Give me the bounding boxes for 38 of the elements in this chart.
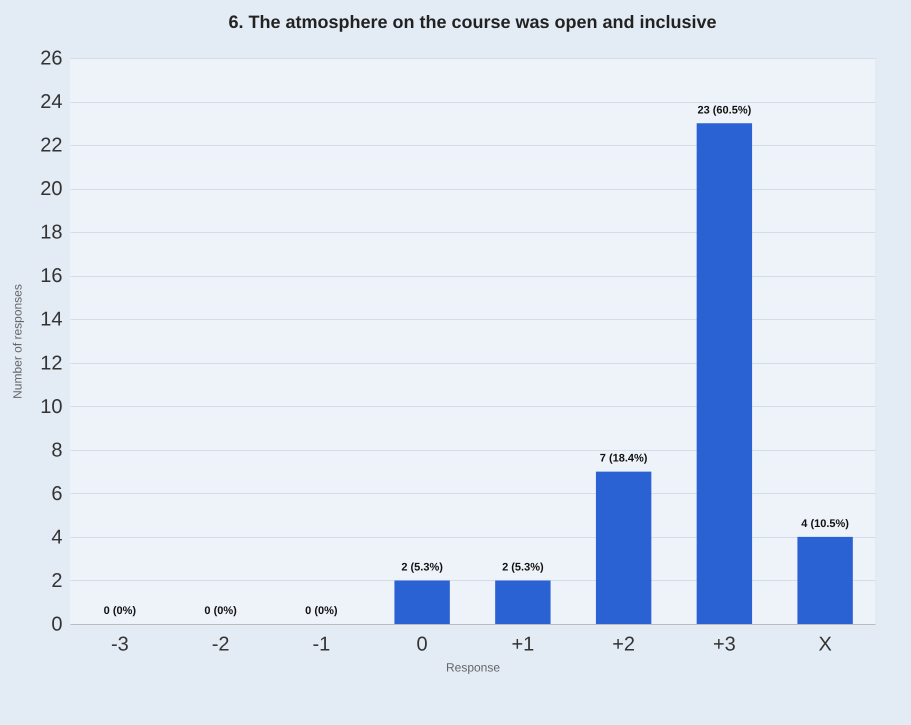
data-label: 2 (5.3%) bbox=[401, 561, 444, 574]
y-tick-label: 4 bbox=[51, 526, 62, 548]
y-tick-label: 10 bbox=[40, 396, 62, 418]
y-tick-label: 12 bbox=[40, 352, 62, 374]
data-label: 0 (0%) bbox=[104, 605, 136, 617]
y-tick-label: 20 bbox=[40, 178, 62, 200]
y-tick-label: 18 bbox=[40, 222, 62, 244]
y-tick-label: 14 bbox=[40, 308, 62, 331]
y-tick-label: 16 bbox=[40, 265, 62, 288]
bar bbox=[495, 580, 551, 624]
x-tick-label: +3 bbox=[712, 634, 736, 656]
y-tick-label: 2 bbox=[51, 570, 62, 592]
y-tick-label: 22 bbox=[40, 134, 62, 157]
x-tick-label: -1 bbox=[312, 634, 330, 656]
chart-title: 6. The atmosphere on the course was open and inclusive bbox=[228, 12, 717, 32]
x-tick-label: +1 bbox=[511, 634, 534, 656]
data-label: 0 (0%) bbox=[305, 605, 338, 617]
data-label: 7 (18.4%) bbox=[600, 452, 648, 465]
x-tick-label: +2 bbox=[612, 634, 636, 656]
x-tick-label: -3 bbox=[110, 634, 129, 656]
x-tick-label: X bbox=[818, 634, 832, 656]
y-axis-title: Number of responses bbox=[10, 284, 24, 399]
x-axis-title: Response bbox=[446, 660, 500, 674]
data-label: 2 (5.3%) bbox=[502, 561, 544, 574]
bar bbox=[797, 536, 853, 624]
y-tick-label: 24 bbox=[40, 91, 62, 114]
x-tick-label: -2 bbox=[212, 634, 230, 656]
data-label: 0 (0%) bbox=[204, 605, 238, 617]
y-tick-label: 8 bbox=[51, 439, 62, 462]
data-label: 23 (60.5%) bbox=[697, 104, 752, 116]
x-tick-label: 0 bbox=[416, 634, 428, 656]
data-label: 4 (10.5%) bbox=[801, 518, 850, 530]
bar bbox=[394, 580, 450, 624]
bar bbox=[596, 472, 652, 624]
y-tick-label: 6 bbox=[51, 482, 62, 505]
y-tick-label: 0 bbox=[51, 614, 62, 636]
bar bbox=[696, 123, 752, 624]
y-tick-label: 26 bbox=[40, 48, 62, 70]
